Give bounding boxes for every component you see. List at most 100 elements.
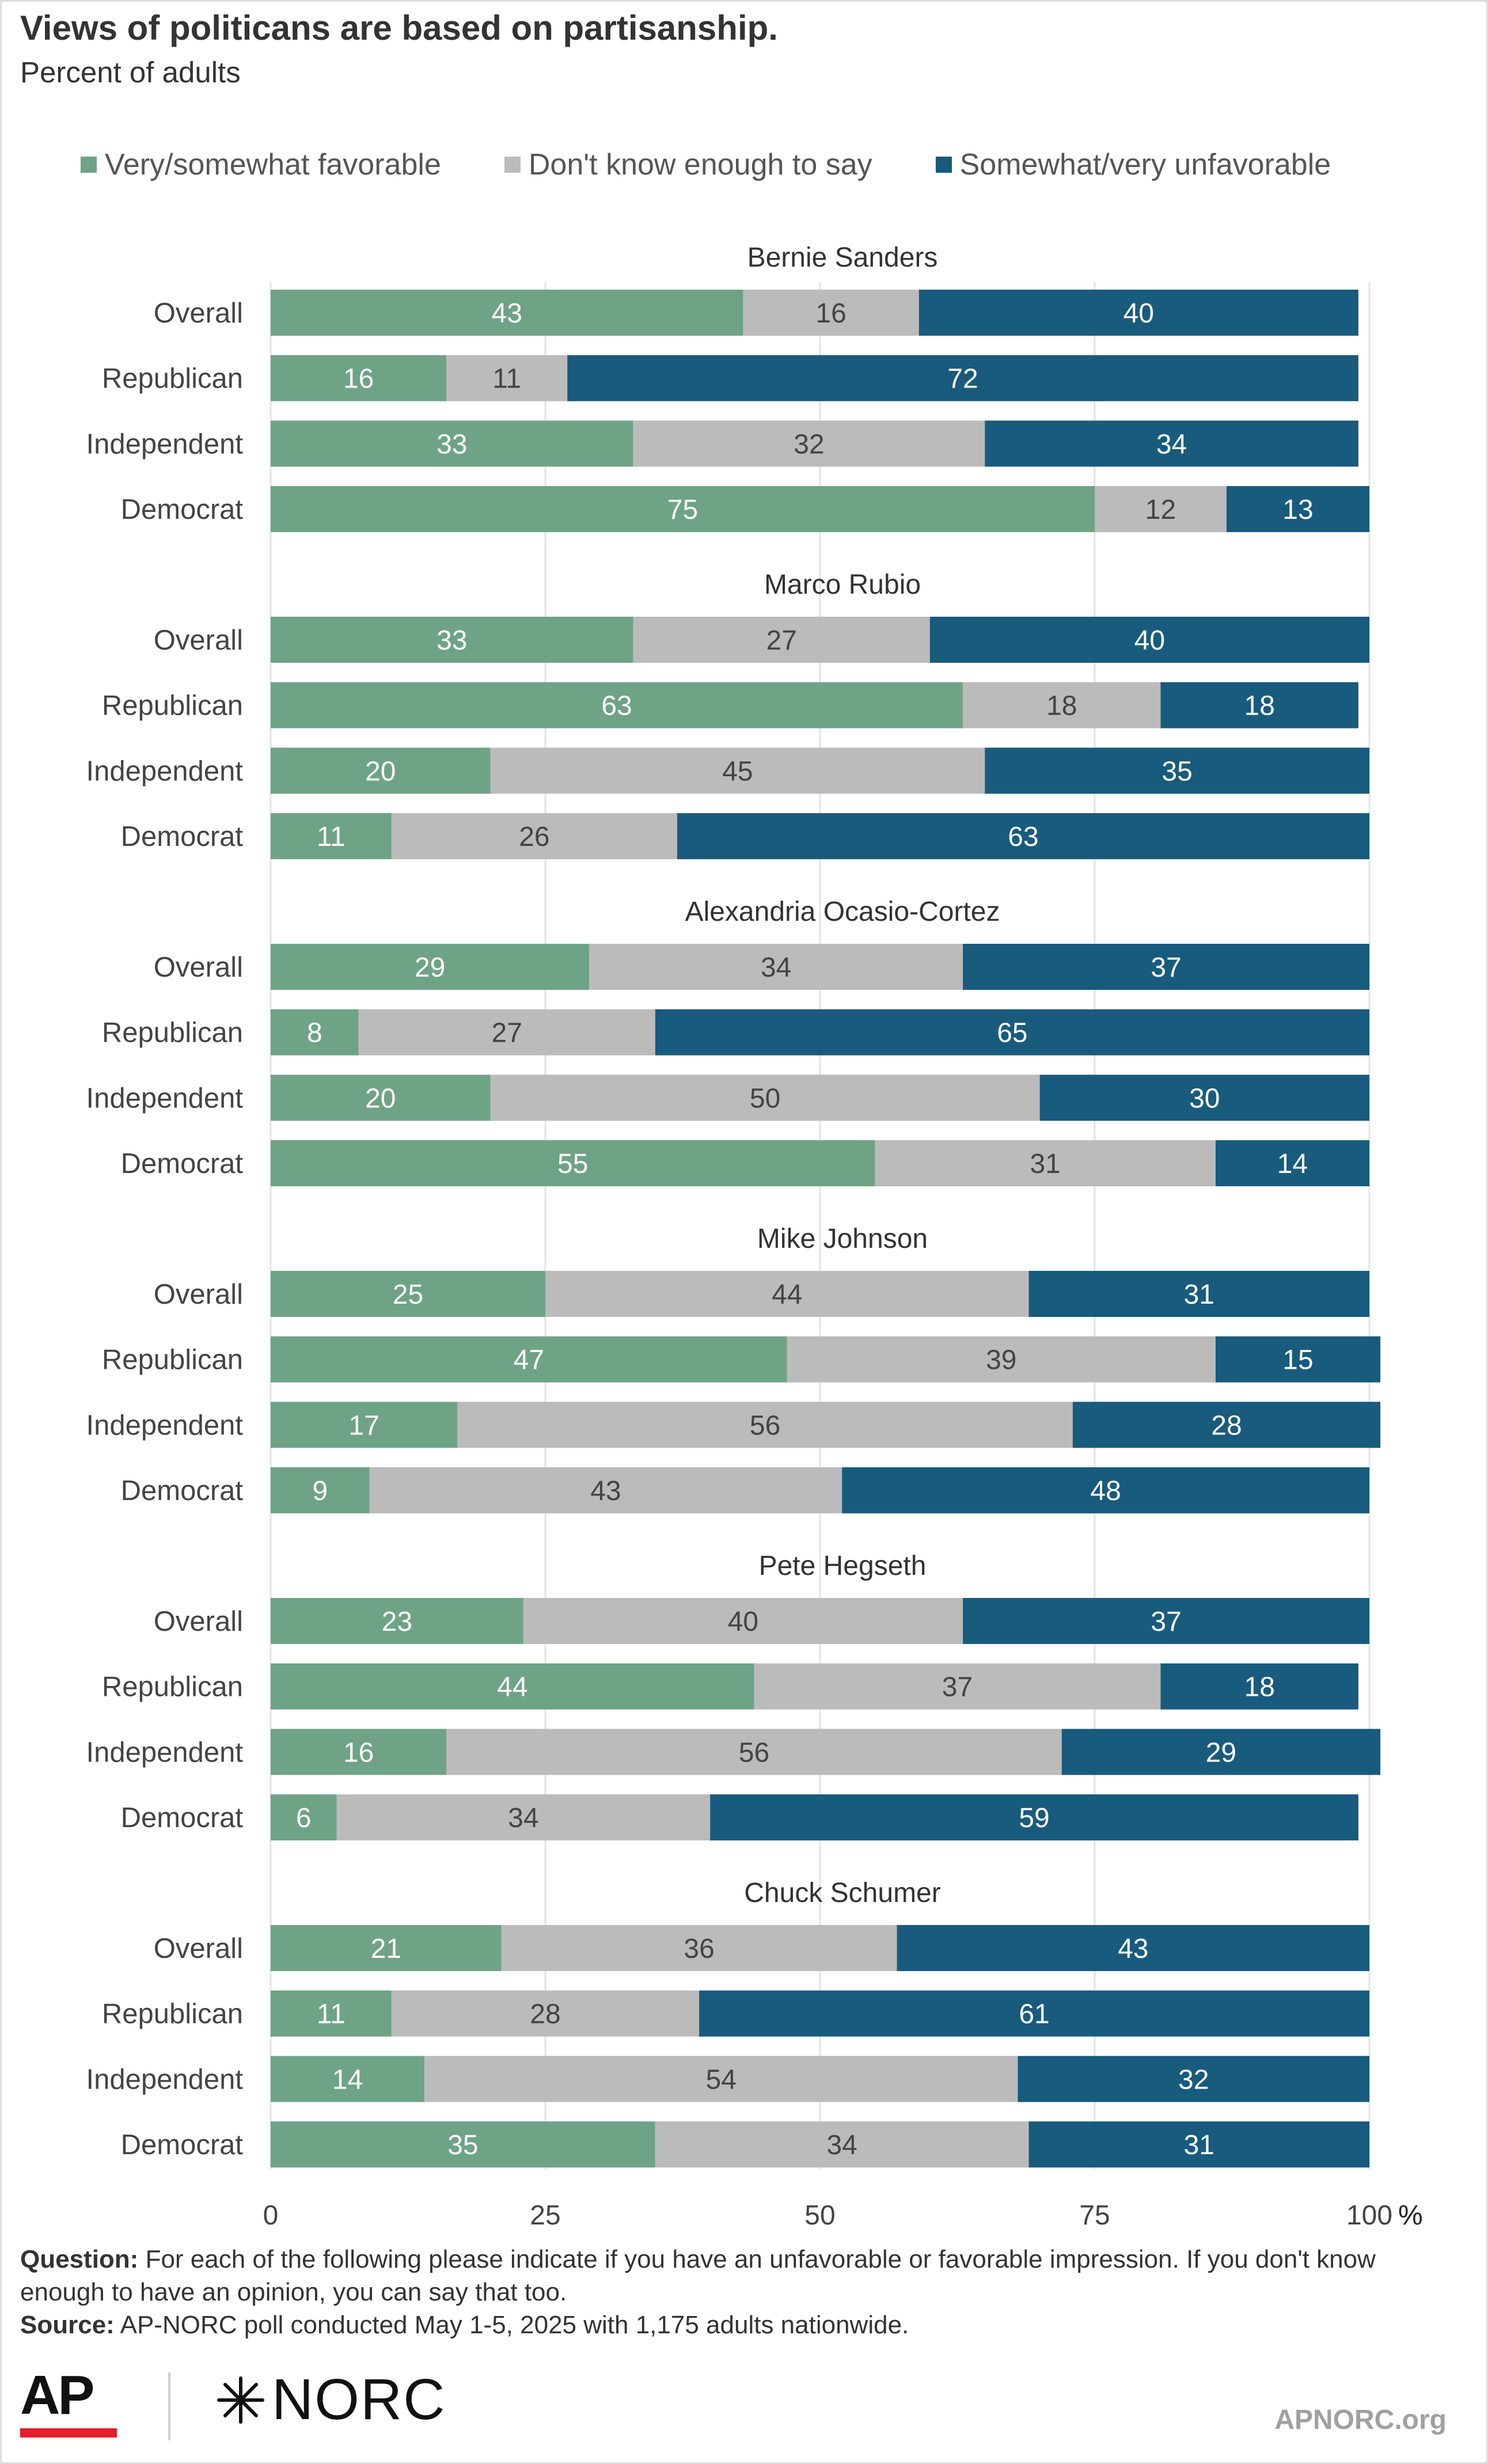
bar-pete-hegseth-independent-very-somewhat-favorable <box>271 1729 447 1775</box>
data-label-alexandria-ocasio-cortez-overall-2: 37 <box>1151 952 1181 983</box>
chart-notes: Question: For each of the following plea… <box>20 2243 1466 2341</box>
row-label-alexandria-ocasio-cortez-independent: Independent <box>86 1083 244 1114</box>
bar-pete-hegseth-independent-don-t-know-enough-to-say <box>446 1729 1062 1775</box>
data-label-pete-hegseth-independent-1: 56 <box>739 1737 769 1768</box>
norc-logo-text: NORC <box>272 2367 446 2432</box>
bar-marco-rubio-independent-very-somewhat-favorable <box>271 747 491 794</box>
bar-bernie-sanders-republican-don-t-know-enough-to-say <box>446 355 568 401</box>
row-label-alexandria-ocasio-cortez-overall: Overall <box>154 952 243 983</box>
data-label-mike-johnson-democrat-0: 9 <box>313 1476 328 1506</box>
row-label-chuck-schumer-independent: Independent <box>86 2064 244 2095</box>
data-label-chuck-schumer-republican-0: 11 <box>317 1999 346 2030</box>
bar-chuck-schumer-republican-don-t-know-enough-to-say <box>391 1990 700 2037</box>
row-label-bernie-sanders-independent: Independent <box>86 428 244 460</box>
bar-chuck-schumer-independent-very-somewhat-favorable <box>271 2056 425 2102</box>
chart-title: Views of politicans are based on partisa… <box>20 9 778 47</box>
ap-logo: AP <box>20 2364 94 2426</box>
bar-alexandria-ocasio-cortez-democrat-somewhat-very-unfavorable <box>1215 1140 1369 1187</box>
bar-bernie-sanders-overall-very-somewhat-favorable <box>271 290 743 336</box>
data-label-chuck-schumer-overall-1: 36 <box>684 1934 714 1964</box>
data-label-mike-johnson-republican-1: 39 <box>986 1345 1016 1376</box>
bar-bernie-sanders-overall-don-t-know-enough-to-say <box>743 290 919 336</box>
legend-item-unfavorable: Somewhat/very unfavorable <box>935 147 1331 182</box>
data-label-mike-johnson-overall-0: 25 <box>393 1280 423 1310</box>
data-label-bernie-sanders-democrat-0: 75 <box>667 495 698 525</box>
data-label-bernie-sanders-republican-2: 72 <box>947 364 978 394</box>
data-label-mike-johnson-overall-1: 44 <box>772 1280 802 1310</box>
data-label-marco-rubio-democrat-0: 11 <box>317 822 346 852</box>
bar-mike-johnson-democrat-very-somewhat-favorable <box>271 1467 370 1514</box>
data-label-chuck-schumer-republican-2: 61 <box>1019 1999 1049 2030</box>
data-label-alexandria-ocasio-cortez-republican-1: 27 <box>492 1018 522 1049</box>
row-label-alexandria-ocasio-cortez-democrat: Democrat <box>121 1148 244 1179</box>
bar-mike-johnson-independent-somewhat-very-unfavorable <box>1072 1402 1381 1448</box>
bar-alexandria-ocasio-cortez-republican-very-somewhat-favorable <box>271 1009 359 1056</box>
bar-bernie-sanders-independent-very-somewhat-favorable <box>271 420 633 467</box>
data-label-marco-rubio-independent-0: 20 <box>365 756 396 787</box>
bar-alexandria-ocasio-cortez-independent-somewhat-very-unfavorable <box>1039 1075 1369 1121</box>
x-tick-label-0: 0 <box>263 2200 279 2231</box>
legend-swatch-favorable <box>81 157 97 173</box>
data-label-alexandria-ocasio-cortez-independent-2: 30 <box>1189 1083 1220 1114</box>
data-label-chuck-schumer-republican-1: 28 <box>530 1999 560 2030</box>
bar-marco-rubio-republican-somewhat-very-unfavorable <box>1160 682 1358 728</box>
bar-marco-rubio-democrat-very-somewhat-favorable <box>271 813 392 860</box>
bar-alexandria-ocasio-cortez-republican-somewhat-very-unfavorable <box>655 1009 1369 1056</box>
question-text: For each of the following please indicat… <box>20 2245 1376 2306</box>
data-label-pete-hegseth-democrat-2: 59 <box>1019 1803 1049 1833</box>
bar-bernie-sanders-independent-don-t-know-enough-to-say <box>633 420 985 467</box>
data-label-bernie-sanders-independent-0: 33 <box>436 429 467 460</box>
bar-mike-johnson-republican-very-somewhat-favorable <box>271 1336 787 1383</box>
data-label-marco-rubio-democrat-1: 26 <box>519 822 549 852</box>
data-label-marco-rubio-republican-0: 63 <box>601 691 632 722</box>
bar-chuck-schumer-republican-somewhat-very-unfavorable <box>699 1990 1369 2037</box>
bar-pete-hegseth-independent-somewhat-very-unfavorable <box>1061 1729 1381 1775</box>
bar-marco-rubio-democrat-don-t-know-enough-to-say <box>391 813 677 860</box>
data-label-bernie-sanders-republican-1: 11 <box>492 364 521 394</box>
row-label-marco-rubio-republican: Republican <box>102 690 243 722</box>
bar-chuck-schumer-independent-somewhat-very-unfavorable <box>1018 2056 1369 2102</box>
site-link: APNORC.org <box>1274 2405 1447 2435</box>
data-label-marco-rubio-republican-2: 18 <box>1244 691 1275 722</box>
data-label-alexandria-ocasio-cortez-independent-0: 20 <box>365 1083 396 1114</box>
bar-bernie-sanders-democrat-somewhat-very-unfavorable <box>1226 486 1369 533</box>
bar-pete-hegseth-republican-very-somewhat-favorable <box>271 1663 754 1710</box>
row-label-bernie-sanders-republican: Republican <box>102 363 243 394</box>
row-label-marco-rubio-independent: Independent <box>86 755 244 787</box>
row-label-marco-rubio-overall: Overall <box>154 625 243 656</box>
data-label-marco-rubio-democrat-2: 63 <box>1008 822 1038 852</box>
data-label-chuck-schumer-democrat-0: 35 <box>447 2130 478 2161</box>
data-label-chuck-schumer-overall-2: 43 <box>1118 1934 1148 1964</box>
data-label-alexandria-ocasio-cortez-overall-0: 29 <box>415 952 445 983</box>
data-label-mike-johnson-independent-0: 17 <box>348 1410 379 1441</box>
bar-marco-rubio-overall-very-somewhat-favorable <box>271 617 633 663</box>
data-label-alexandria-ocasio-cortez-democrat-2: 14 <box>1277 1149 1308 1179</box>
data-label-pete-hegseth-overall-0: 23 <box>382 1607 412 1637</box>
bar-bernie-sanders-republican-very-somewhat-favorable <box>271 355 447 401</box>
data-label-marco-rubio-overall-1: 27 <box>766 625 797 656</box>
norc-star-icon <box>217 2376 264 2424</box>
ap-logo-underline <box>20 2428 117 2438</box>
legend-item-dont-know: Don't know enough to say <box>504 147 872 182</box>
bar-pete-hegseth-overall-somewhat-very-unfavorable <box>963 1598 1369 1644</box>
data-label-bernie-sanders-overall-1: 16 <box>815 298 846 329</box>
data-label-pete-hegseth-overall-1: 40 <box>728 1607 758 1637</box>
bar-mike-johnson-democrat-somewhat-very-unfavorable <box>842 1467 1369 1514</box>
row-label-bernie-sanders-democrat: Democrat <box>121 494 244 525</box>
data-label-marco-rubio-independent-2: 35 <box>1161 756 1192 787</box>
bar-chuck-schumer-democrat-very-somewhat-favorable <box>271 2121 655 2168</box>
row-label-mike-johnson-democrat: Democrat <box>121 1475 244 1506</box>
data-label-alexandria-ocasio-cortez-republican-2: 65 <box>997 1018 1027 1049</box>
data-label-alexandria-ocasio-cortez-independent-1: 50 <box>750 1083 780 1114</box>
row-label-alexandria-ocasio-cortez-republican: Republican <box>102 1018 243 1049</box>
question-label: Question: <box>20 2245 139 2273</box>
data-label-pete-hegseth-independent-0: 16 <box>343 1737 374 1768</box>
data-label-alexandria-ocasio-cortez-democrat-0: 55 <box>557 1149 588 1179</box>
row-label-mike-johnson-independent: Independent <box>86 1410 244 1441</box>
bar-bernie-sanders-overall-somewhat-very-unfavorable <box>918 290 1358 336</box>
bar-pete-hegseth-democrat-somewhat-very-unfavorable <box>710 1794 1358 1841</box>
data-label-bernie-sanders-independent-1: 32 <box>794 429 824 460</box>
data-label-chuck-schumer-independent-1: 54 <box>706 2064 737 2095</box>
data-label-marco-rubio-overall-0: 33 <box>436 625 467 656</box>
legend-item-favorable: Very/somewhat favorable <box>81 147 441 182</box>
